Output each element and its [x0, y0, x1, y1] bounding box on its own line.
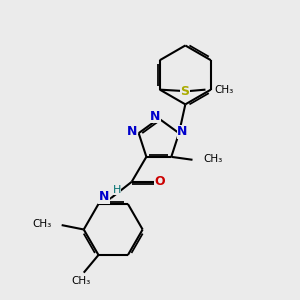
Text: CH₃: CH₃ — [32, 219, 51, 229]
Text: S: S — [180, 85, 189, 98]
Text: CH₃: CH₃ — [204, 154, 223, 164]
Text: N: N — [150, 110, 160, 123]
Text: N: N — [99, 190, 109, 203]
Text: CH₃: CH₃ — [214, 85, 234, 94]
Text: H: H — [112, 184, 121, 194]
Text: N: N — [177, 125, 188, 138]
Text: CH₃: CH₃ — [71, 276, 90, 286]
Text: O: O — [154, 176, 165, 188]
Text: N: N — [127, 125, 137, 138]
